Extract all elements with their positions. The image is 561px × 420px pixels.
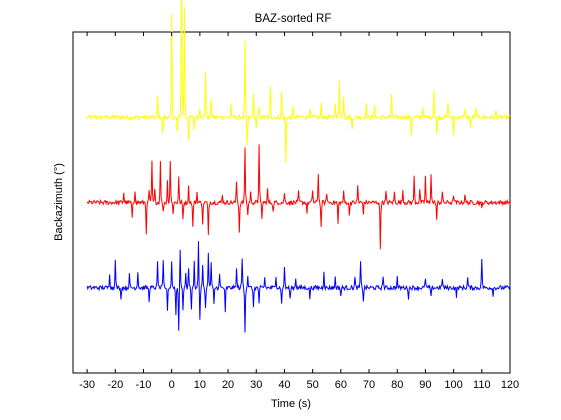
x-tick-label: 120 <box>501 379 519 391</box>
trace-group <box>86 0 511 333</box>
x-tick-label: -30 <box>79 379 95 391</box>
x-tick-label: 40 <box>278 379 290 391</box>
y-axis-label: Backazimuth (°) <box>53 163 65 241</box>
x-tick-label: 60 <box>335 379 347 391</box>
x-tick-label: 20 <box>222 379 234 391</box>
chart-title: BAZ-sorted RF <box>255 13 332 25</box>
x-tick-label: 80 <box>391 379 403 391</box>
x-tick-label: 100 <box>444 379 462 391</box>
trace-line-3 <box>86 241 511 333</box>
trace-line-1 <box>86 0 511 164</box>
x-tick-label: 0 <box>169 379 175 391</box>
x-axis-label: Time (s) <box>271 398 311 410</box>
x-tick-label: 70 <box>363 379 375 391</box>
x-tick-label: -20 <box>107 379 123 391</box>
x-tick-label: 110 <box>473 379 491 391</box>
x-tick-label: 30 <box>250 379 262 391</box>
x-tick-label: 10 <box>194 379 206 391</box>
x-tick-label: 50 <box>307 379 319 391</box>
x-tick-label: 90 <box>419 379 431 391</box>
x-tick-label: -10 <box>136 379 152 391</box>
trace-line-2 <box>86 144 511 250</box>
x-axis-ticks: -30 -20 -10 0 10 20 30 40 50 60 70 80 90 100 110 120 <box>79 32 519 391</box>
